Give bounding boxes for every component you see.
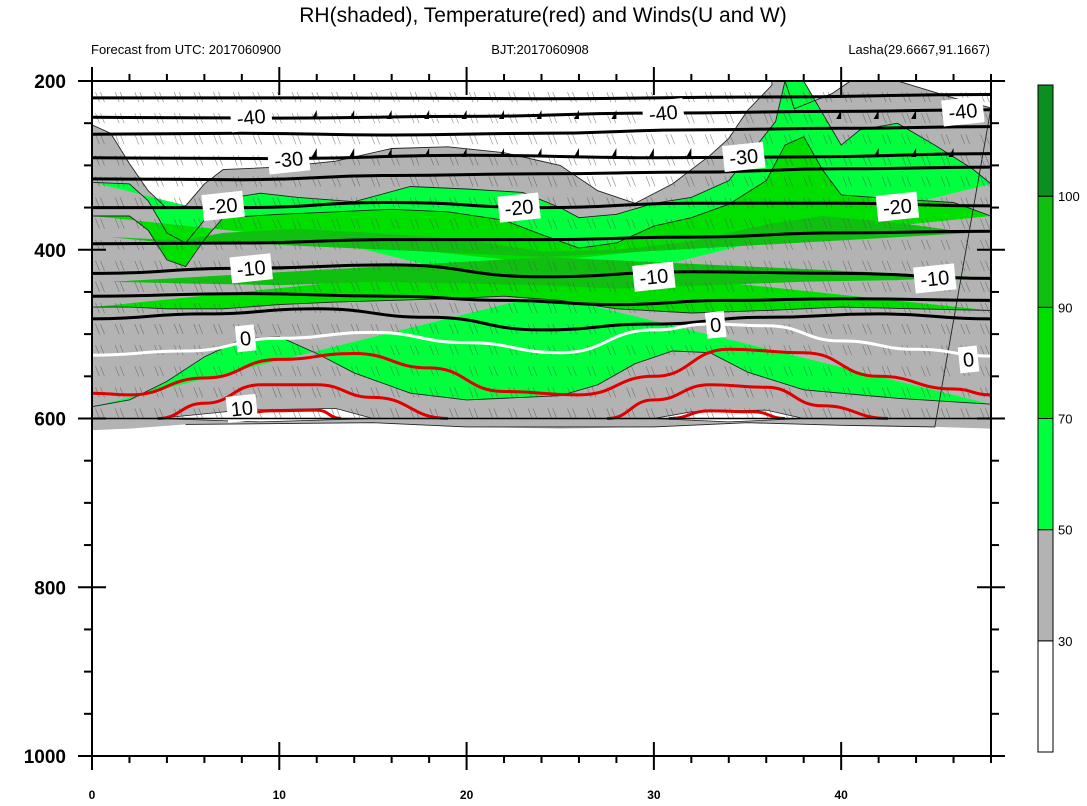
colorbar-label: 30 — [1058, 634, 1072, 649]
contour-label-box — [201, 190, 245, 221]
contour-label: -10 — [236, 257, 267, 282]
subtitle-bjt: BJT:2017060908 — [491, 42, 589, 57]
wind-pennant — [911, 109, 917, 119]
contour-label: -30 — [728, 145, 759, 170]
x-tick-label: 10 — [273, 788, 287, 802]
x-tick-label: 40 — [834, 788, 848, 802]
contour-label-box — [266, 144, 311, 175]
y-tick-label: 400 — [34, 241, 66, 262]
contour-label: -40 — [236, 106, 267, 131]
isotherm-line — [91, 307, 992, 332]
colorbar-swatch — [1037, 195, 1054, 308]
wind-pennant — [611, 147, 617, 157]
contour-label: 0 — [962, 349, 975, 372]
wind-pennant — [386, 147, 392, 157]
contour-label: -40 — [947, 100, 978, 125]
y-tick-label: 1000 — [24, 747, 66, 768]
contour-label: -20 — [504, 196, 535, 221]
contour-label-box — [229, 102, 273, 133]
wind-pennant — [349, 147, 355, 157]
isotherm-line — [91, 125, 992, 137]
contour-label: -10 — [638, 265, 669, 290]
contour-label-box — [225, 393, 259, 423]
wind-pennant — [311, 147, 317, 157]
contour-label-box — [229, 253, 273, 284]
colorbar-swatch — [1037, 640, 1054, 753]
subtitle-station: Lasha(29.6667,91.1667) — [848, 42, 990, 57]
contour-label-box — [497, 192, 541, 223]
isotherm-line — [91, 152, 992, 161]
isotherm-line — [91, 165, 992, 182]
rh-contour-line — [92, 295, 992, 314]
contour-label: -20 — [882, 195, 913, 220]
colorbar-label: 90 — [1058, 300, 1072, 315]
y-tick-label: 800 — [34, 578, 66, 599]
contour-label-box — [957, 345, 980, 374]
wind-pennant — [573, 147, 579, 157]
colorbar-label: 50 — [1058, 523, 1072, 538]
warm-isotherm — [91, 347, 992, 397]
contour-label-box — [704, 310, 727, 339]
rh-contour-lines — [91, 80, 992, 428]
rh-contour-line — [92, 136, 992, 268]
x-tick-label: 30 — [647, 788, 661, 802]
contour-label-box — [722, 141, 766, 173]
colorbar-label: 100 — [1058, 189, 1080, 204]
rh-contour-line — [91, 80, 992, 244]
x-tick-label: 20 — [460, 788, 474, 802]
colorbar-swatch — [1037, 529, 1054, 642]
wind-pennant — [648, 147, 654, 157]
isotherm-line — [91, 229, 992, 246]
contour-label: -10 — [919, 267, 950, 292]
warm-isotherm — [668, 409, 786, 420]
contour-label-box — [632, 261, 676, 292]
isotherm-line — [92, 93, 992, 101]
contour-label: 0 — [709, 314, 722, 337]
isotherm-line — [91, 292, 992, 307]
rh-contour-line — [91, 336, 992, 408]
rh-contour-line — [91, 80, 992, 428]
contour-label-box — [875, 191, 920, 222]
contour-label: 10 — [230, 397, 254, 421]
contour-label: -20 — [208, 194, 239, 219]
chart-title: RH(shaded), Temperature(red) and Winds(U… — [299, 4, 786, 27]
contour-label-box — [234, 324, 257, 353]
contour-label-box — [913, 263, 957, 294]
subtitle-forecast: Forecast from UTC: 2017060900 — [91, 42, 281, 57]
y-tick-label: 200 — [34, 72, 66, 93]
contour-label-box — [641, 97, 685, 129]
warm-isotherm — [607, 383, 889, 420]
contour-label: -40 — [648, 102, 679, 127]
colorbar: 30 50 70 90 100 — [1037, 84, 1080, 753]
y-tick-label: 600 — [34, 410, 66, 431]
colorbar-swatch — [1037, 418, 1054, 531]
colorbar-swatch — [1037, 306, 1054, 420]
contour-label-box — [941, 96, 985, 127]
zero-isotherm — [91, 322, 992, 358]
colorbar-label: 70 — [1058, 412, 1072, 427]
contour-label: -30 — [273, 148, 304, 173]
x-tick-label: 0 — [89, 788, 96, 802]
wind-pennant — [686, 147, 692, 157]
colorbar-swatch — [1037, 84, 1054, 197]
contour-label: 0 — [239, 328, 252, 351]
warm-isotherm — [157, 383, 448, 420]
